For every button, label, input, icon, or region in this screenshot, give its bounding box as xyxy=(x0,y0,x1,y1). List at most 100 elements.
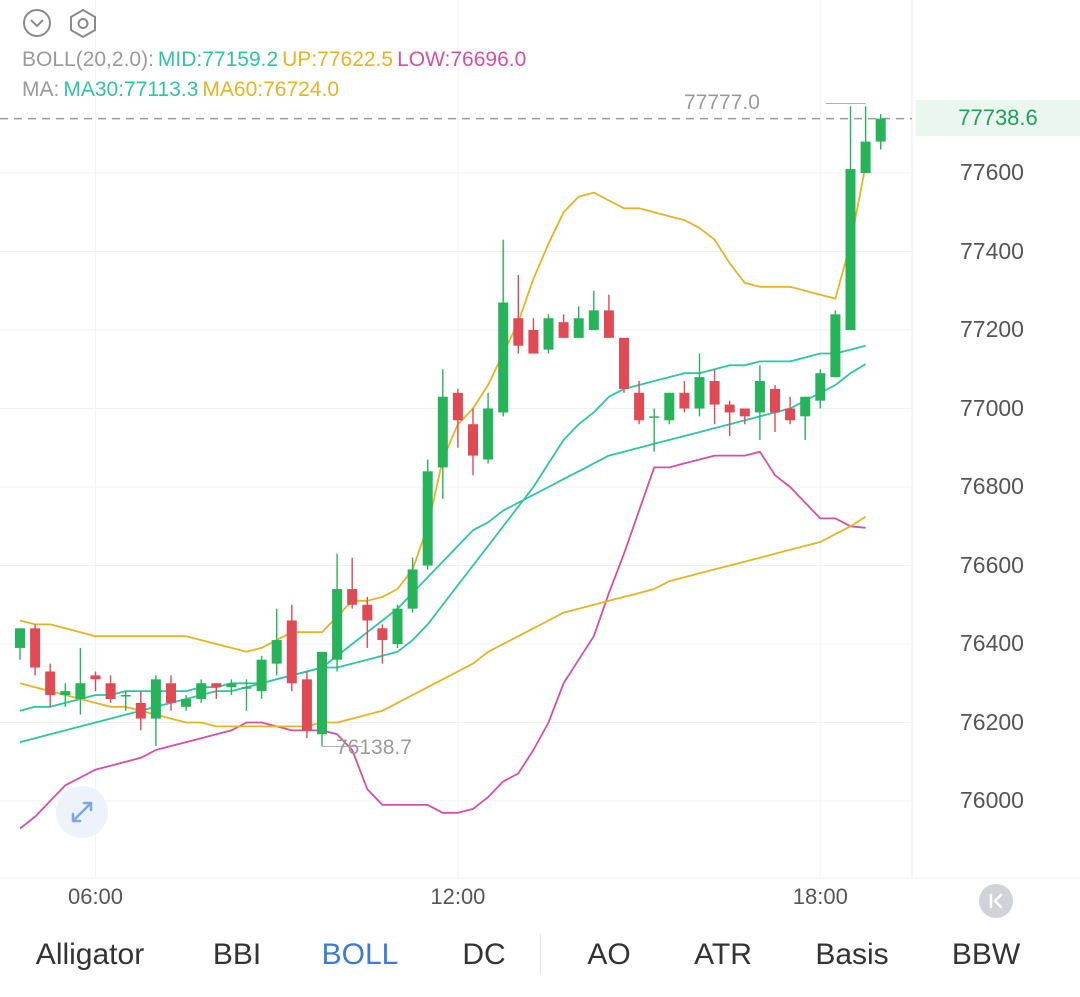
tab-alligator[interactable]: Alligator xyxy=(35,938,145,971)
y-tick-label: 77400 xyxy=(960,237,1024,264)
candle-body xyxy=(815,373,826,401)
candle-body xyxy=(452,392,463,421)
candle-body xyxy=(694,377,705,409)
candle-body xyxy=(286,620,297,684)
y-tick-label: 76600 xyxy=(960,551,1024,578)
collapse-chevron-icon[interactable] xyxy=(22,8,52,38)
candle-body xyxy=(75,683,86,699)
series-line-ma30 xyxy=(19,363,867,743)
candle-body xyxy=(347,589,358,605)
candle-body xyxy=(619,337,629,389)
toolbar-icons xyxy=(22,8,98,38)
candle-body xyxy=(45,671,56,696)
tab-dc[interactable]: DC xyxy=(462,938,506,971)
candle-body xyxy=(332,589,343,660)
high-price-label: 77777.0 xyxy=(684,91,760,114)
candle-body xyxy=(634,392,645,421)
boll-legend-low: LOW:76696.0 xyxy=(397,48,527,71)
candle-body xyxy=(588,310,599,330)
candle-body xyxy=(754,381,765,413)
tab-divider xyxy=(540,934,541,974)
candle-body xyxy=(15,628,25,648)
y-tick-label: 76000 xyxy=(960,787,1024,813)
boll-legend-mid: MID:77159.2 xyxy=(157,48,279,71)
candle-body xyxy=(317,651,327,735)
x-tick-label: 18:00 xyxy=(792,884,848,909)
candle-body xyxy=(301,679,312,731)
x-tick-label: 06:00 xyxy=(67,884,124,909)
candle-body xyxy=(392,608,403,644)
candle-body xyxy=(211,683,222,688)
candle-body xyxy=(271,640,282,664)
candle-body xyxy=(226,683,237,688)
candle-body xyxy=(498,302,509,413)
series-line-low xyxy=(19,450,866,830)
candle-body xyxy=(785,408,796,421)
candle-body xyxy=(181,698,192,707)
candle-body xyxy=(105,683,116,699)
indicator-tabs: Alligator BBI BOLL DC AO ATR Basis BBW xyxy=(0,916,1080,997)
candle-body xyxy=(649,416,660,418)
last-price-tag: 77738.6 xyxy=(916,100,1080,136)
candle-body xyxy=(362,604,373,621)
expand-icon[interactable] xyxy=(56,786,108,838)
ma-legend-ma30: MA30:77113.3 xyxy=(63,78,199,101)
boll-legend-name: BOLL(20,2.0): xyxy=(22,48,154,71)
candle-body xyxy=(664,392,675,421)
ma-legend-ma60: MA60:76724.0 xyxy=(202,78,339,101)
boll-legend: BOLL(20,2.0): MID:77159.2 UP:77622.5 LOW:76… xyxy=(22,48,530,72)
series-line-mid xyxy=(19,344,866,712)
candle-body xyxy=(90,675,101,680)
candle-body xyxy=(543,318,554,350)
candle-body xyxy=(30,628,41,668)
low-price-label: 76138.7 xyxy=(336,736,412,759)
settings-hexagon-icon[interactable] xyxy=(68,8,98,38)
x-tick-label: 12:00 xyxy=(430,884,486,909)
boll-legend-up: UP:77622.5 xyxy=(282,48,394,71)
candle-body xyxy=(558,322,569,338)
tab-ao[interactable]: AO xyxy=(587,938,631,971)
candle-body xyxy=(679,392,690,409)
candle-body xyxy=(845,169,856,330)
series-line-ma60 xyxy=(19,516,867,728)
candle-body xyxy=(603,310,614,338)
candle-body xyxy=(513,318,524,346)
candle-body xyxy=(739,408,750,417)
ma-legend: MA: MA30:77113.3 MA60:76724.0 xyxy=(22,78,343,102)
candle-body xyxy=(437,396,448,468)
candle-body xyxy=(573,318,584,338)
candle-body xyxy=(407,569,418,609)
y-tick-label: 77600 xyxy=(960,159,1024,185)
candle-body xyxy=(483,408,494,460)
candle-body xyxy=(166,683,176,703)
candle-body xyxy=(377,628,388,641)
candle-body xyxy=(528,330,539,354)
candle-body xyxy=(875,118,886,142)
y-tick-label: 76200 xyxy=(960,708,1024,735)
tab-basis[interactable]: Basis xyxy=(815,938,889,971)
candle-body xyxy=(709,381,720,405)
candle-body xyxy=(150,679,161,719)
tab-atr[interactable]: ATR xyxy=(694,938,752,971)
candle-body xyxy=(860,141,871,173)
candle-body xyxy=(770,388,780,413)
candle-body xyxy=(120,695,131,697)
tab-boll[interactable]: BOLL xyxy=(321,938,399,971)
candle-body xyxy=(800,396,811,417)
candle-body xyxy=(60,691,71,696)
candle-body xyxy=(256,659,267,692)
candle-body xyxy=(196,683,207,699)
scroll-to-latest-icon[interactable] xyxy=(979,884,1013,918)
y-tick-label: 77000 xyxy=(960,394,1024,421)
y-tick-label: 76400 xyxy=(960,630,1024,656)
y-tick-label: 76800 xyxy=(960,473,1024,499)
candle-body xyxy=(724,404,735,413)
candle-body xyxy=(135,702,146,719)
ma-legend-name: MA: xyxy=(22,78,60,101)
candle-body xyxy=(468,424,478,456)
candle-body xyxy=(830,314,841,378)
y-tick-label: 77200 xyxy=(960,316,1024,342)
tab-bbw[interactable]: BBW xyxy=(951,938,1021,971)
tab-bbi[interactable]: BBI xyxy=(212,938,262,971)
